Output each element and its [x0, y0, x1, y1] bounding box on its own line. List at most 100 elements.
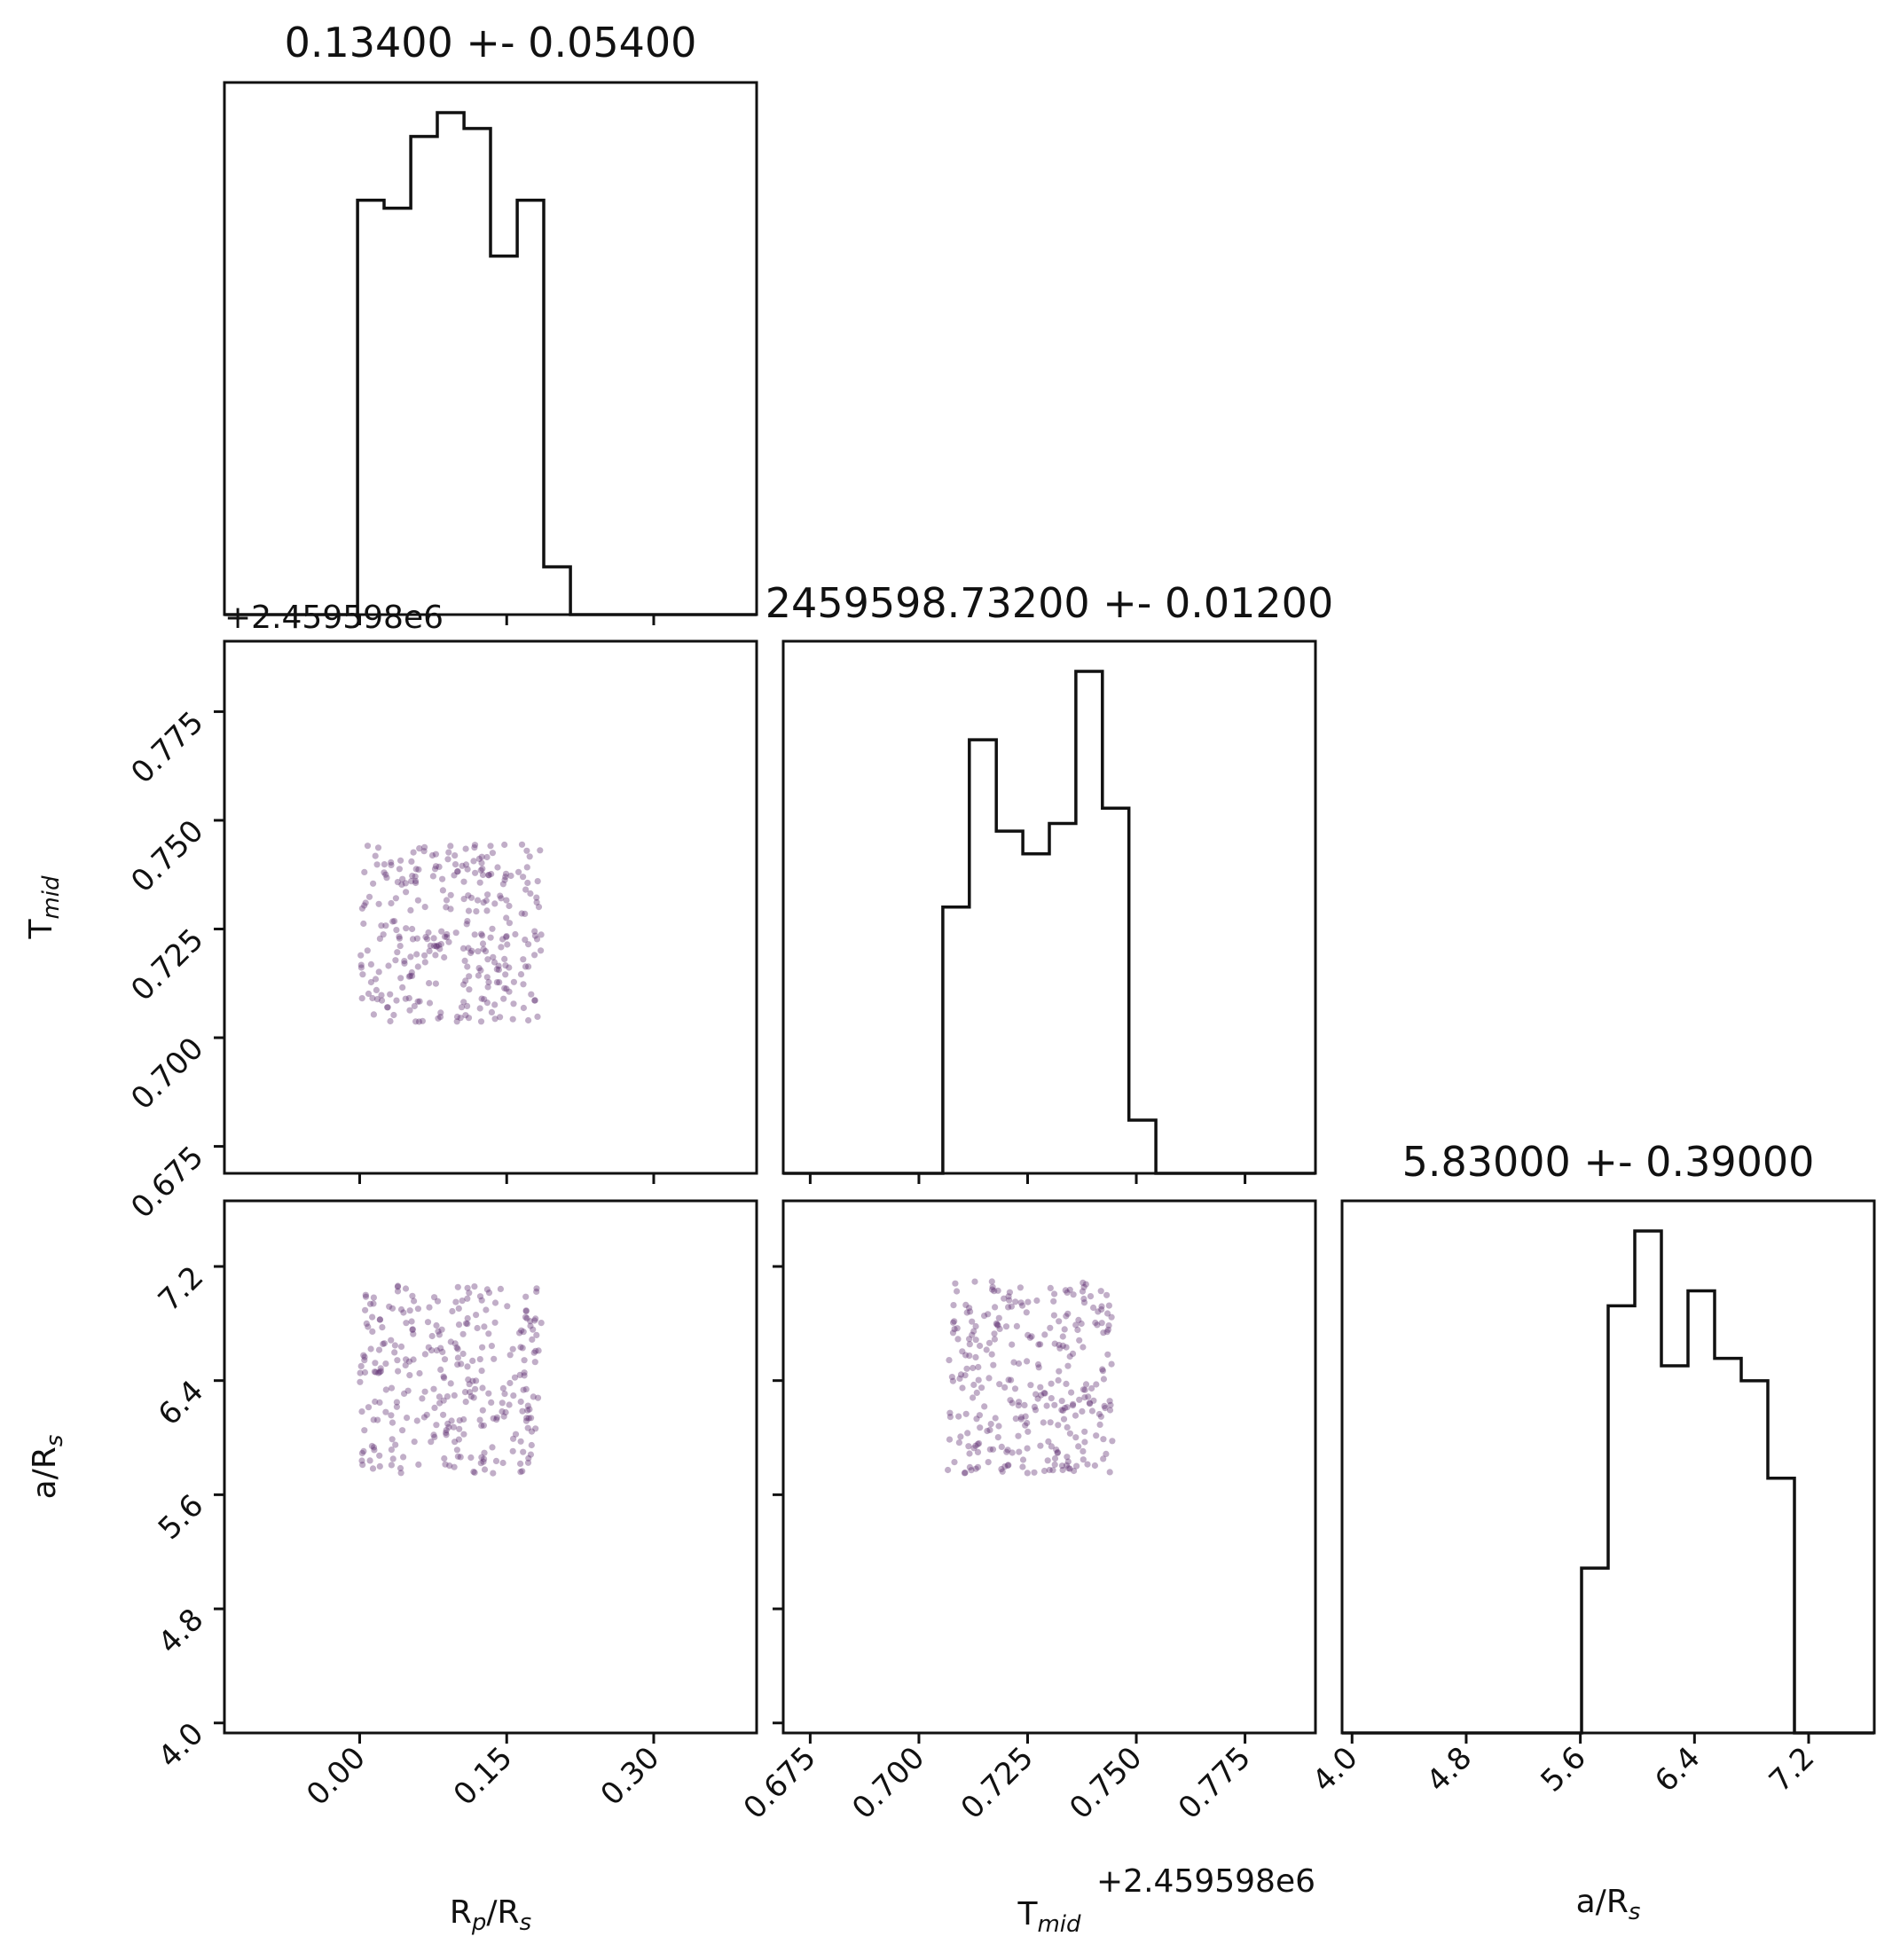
- scatter-point-rp-tmid: [382, 922, 389, 929]
- scatter-point-tmid-ars: [1015, 1360, 1023, 1368]
- scatter-point-rp-tmid: [531, 928, 538, 935]
- scatter-point-rp-tmid: [396, 943, 404, 950]
- ylabel-tmid-main: T: [23, 919, 59, 940]
- scatter-point-rp-tmid: [425, 929, 432, 937]
- scatter-point-rp-tmid: [401, 958, 408, 965]
- scatter-point-rp-ars: [516, 1329, 523, 1337]
- scatter-point-rp-ars: [538, 1320, 545, 1327]
- scatter-point-rp-tmid: [390, 1011, 397, 1019]
- scatter-point-rp-ars: [358, 1457, 365, 1464]
- scatter-point-rp-ars: [504, 1303, 511, 1310]
- scatter-point-rp-tmid: [479, 940, 487, 947]
- scatter-point-rp-tmid: [369, 994, 376, 1002]
- scatter-point-rp-tmid: [474, 897, 482, 904]
- scatter-point-rp-tmid: [414, 998, 421, 1005]
- scatter-point-tmid-ars: [1028, 1333, 1035, 1340]
- scatter-point-tmid-ars: [1056, 1368, 1063, 1375]
- scatter-point-rp-tmid: [364, 947, 371, 954]
- scatter-point-tmid-ars: [1069, 1402, 1077, 1409]
- scatter-point-rp-ars: [524, 1407, 531, 1414]
- scatter-point-rp-tmid: [495, 966, 503, 973]
- scatter-point-rp-ars: [472, 1385, 479, 1392]
- scatter-point-rp-ars: [400, 1309, 407, 1316]
- ytick-label-ars: 4.8: [152, 1602, 211, 1661]
- scatter-point-rp-ars: [440, 1373, 447, 1380]
- scatter-point-rp-tmid: [393, 997, 400, 1004]
- scatter-point-rp-ars: [423, 1411, 430, 1418]
- scatter-point-rp-ars: [506, 1401, 513, 1408]
- scatter-point-rp-tmid: [412, 879, 420, 887]
- scatter-point-rp-ars: [433, 1321, 440, 1329]
- scatter-point-rp-tmid: [459, 945, 467, 952]
- scatter-point-rp-ars: [493, 1416, 500, 1423]
- scatter-point-rp-tmid: [534, 878, 541, 885]
- scatter-point-rp-tmid: [531, 997, 538, 1004]
- scatter-point-tmid-ars: [977, 1424, 984, 1431]
- scatter-point-rp-tmid: [357, 964, 365, 971]
- scatter-point-tmid-ars: [969, 1318, 976, 1325]
- scatter-point-rp-ars: [370, 1416, 377, 1423]
- scatter-point-rp-tmid: [503, 934, 510, 941]
- scatter-point-rp-ars: [521, 1372, 528, 1379]
- offset-text-tmid-y: +2.459598e6: [224, 600, 444, 636]
- scatter-point-tmid-ars: [957, 1433, 964, 1440]
- scatter-point-rp-ars: [453, 1446, 460, 1454]
- scatter-point-rp-ars: [502, 1408, 509, 1416]
- offset-text-tmid-x: +2.459598e6: [1096, 1863, 1315, 1900]
- scatter-point-rp-ars: [458, 1360, 465, 1368]
- scatter-point-rp-ars: [485, 1290, 493, 1297]
- scatter-point-rp-ars: [492, 1457, 500, 1464]
- scatter-point-rp-tmid: [445, 938, 452, 945]
- scatter-point-rp-ars: [479, 1344, 486, 1351]
- scatter-point-rp-ars: [528, 1441, 535, 1449]
- scatter-point-rp-tmid: [490, 953, 497, 960]
- scatter-point-tmid-ars: [962, 1352, 970, 1359]
- scatter-point-rp-ars: [357, 1362, 365, 1369]
- scatter-point-tmid-ars: [1040, 1467, 1048, 1475]
- scatter-point-rp-ars: [404, 1387, 412, 1394]
- scatter-point-rp-ars: [369, 1465, 377, 1472]
- scatter-point-tmid-ars: [1017, 1284, 1024, 1291]
- scatter-point-rp-tmid: [392, 957, 399, 964]
- scatter-point-rp-tmid: [453, 1018, 460, 1025]
- scatter-point-rp-tmid: [361, 902, 368, 909]
- scatter-point-rp-ars: [450, 1423, 457, 1431]
- scatter-point-tmid-ars: [1106, 1398, 1113, 1405]
- scatter-point-rp-tmid: [537, 847, 544, 854]
- scatter-point-rp-tmid: [378, 922, 385, 929]
- scatter-point-rp-ars: [376, 1399, 383, 1406]
- scatter-point-rp-ars: [483, 1306, 490, 1313]
- scatter-point-rp-tmid: [370, 1011, 377, 1018]
- scatter-point-rp-ars: [393, 1403, 400, 1410]
- scatter-point-rp-ars: [363, 1320, 370, 1327]
- scatter-point-rp-tmid: [373, 861, 381, 868]
- scatter-point-rp-tmid: [498, 895, 505, 902]
- scatter-point-rp-tmid: [427, 942, 434, 949]
- scatter-point-rp-tmid: [422, 934, 429, 941]
- scatter-point-rp-ars: [464, 1284, 471, 1291]
- scatter-point-rp-tmid: [370, 880, 377, 887]
- scatter-point-rp-tmid: [500, 995, 507, 1002]
- scatter-point-rp-ars: [389, 1455, 396, 1462]
- scatter-point-tmid-ars: [1076, 1396, 1083, 1403]
- scatter-point-rp-tmid: [491, 1001, 499, 1008]
- scatter-point-rp-ars: [478, 1368, 485, 1375]
- scatter-point-rp-tmid: [503, 914, 510, 921]
- scatter-point-rp-tmid: [396, 933, 403, 940]
- scatter-point-rp-tmid: [503, 897, 510, 904]
- scatter-point-tmid-ars: [994, 1434, 1001, 1441]
- scatter-point-rp-ars: [405, 1358, 413, 1365]
- scatter-point-rp-ars: [413, 1417, 420, 1424]
- scatter-point-rp-tmid: [378, 997, 386, 1004]
- scatter-point-rp-ars: [391, 1342, 398, 1349]
- scatter-point-tmid-ars: [965, 1443, 972, 1450]
- scatter-point-tmid-ars: [1017, 1414, 1025, 1421]
- scatter-point-rp-tmid: [462, 1012, 469, 1019]
- scatter-point-tmid-ars: [1024, 1358, 1031, 1365]
- scatter-point-tmid-ars: [1076, 1337, 1083, 1344]
- scatter-point-tmid-ars: [1015, 1432, 1022, 1439]
- scatter-point-rp-ars: [360, 1352, 367, 1359]
- scatter-point-tmid-ars: [1008, 1376, 1015, 1384]
- scatter-point-rp-ars: [455, 1436, 463, 1443]
- scatter-point-rp-tmid: [432, 980, 439, 987]
